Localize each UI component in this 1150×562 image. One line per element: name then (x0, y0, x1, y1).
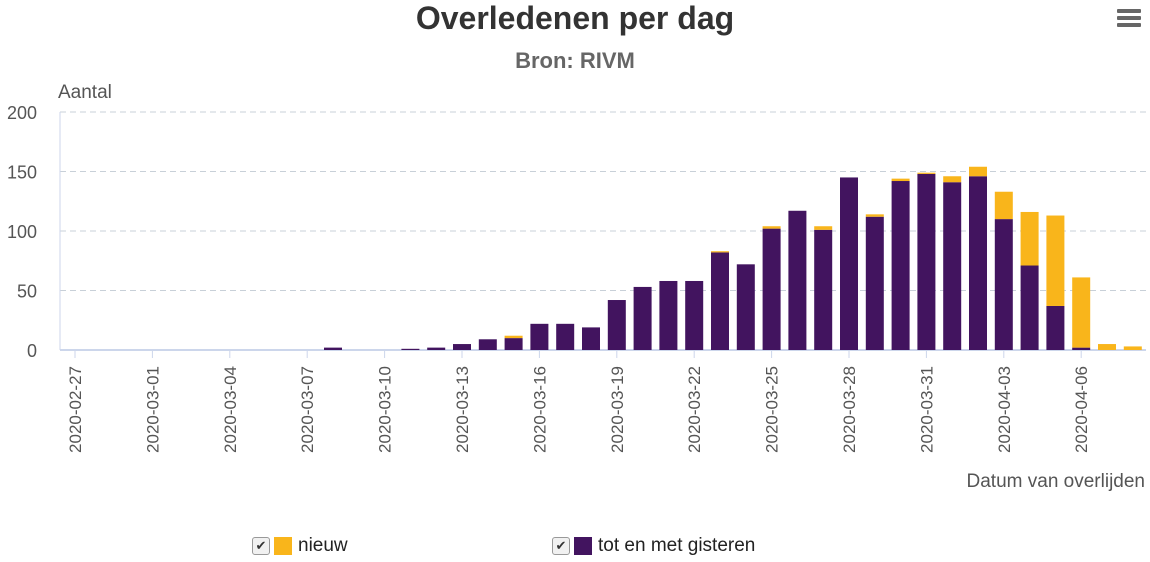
chart-title: Overledenen per dag (415, 0, 735, 36)
bar-tot-en-met-gisteren (917, 173, 936, 350)
bar-tot-en-met-gisteren (607, 300, 626, 350)
bar-nieuw (891, 178, 910, 182)
bar-nieuw (1098, 344, 1116, 350)
y-tick-label: 150 (7, 163, 37, 183)
bar-nieuw (969, 166, 987, 177)
bar-tot-en-met-gisteren (504, 338, 523, 350)
x-tick-label: 2020-03-16 (530, 366, 549, 453)
bar-tot-en-met-gisteren (736, 264, 755, 350)
y-tick-label: 200 (7, 103, 37, 123)
x-tick-label: 2020-02-27 (66, 366, 85, 453)
bar-tot-en-met-gisteren (633, 286, 652, 350)
bar-tot-en-met-gisteren (1020, 265, 1039, 350)
legend-label-tot-en-met-gisteren: tot en met gisteren (598, 535, 756, 556)
legend-label-nieuw: nieuw (298, 535, 348, 556)
bar-tot-en-met-gisteren (582, 327, 600, 350)
bar-tot-en-met-gisteren (556, 323, 575, 350)
bar-tot-en-met-gisteren (891, 181, 910, 350)
bar-tot-en-met-gisteren (814, 229, 833, 350)
legend-swatch-nieuw (274, 537, 292, 555)
bar-nieuw (1020, 211, 1039, 266)
bar-nieuw (504, 335, 523, 339)
x-tick-label: 2020-04-03 (995, 366, 1014, 453)
bar-tot-en-met-gisteren (711, 252, 729, 350)
bar-tot-en-met-gisteren (478, 339, 497, 350)
bar-tot-en-met-gisteren (530, 323, 549, 350)
x-tick-label: 2020-03-04 (221, 366, 240, 453)
bar-nieuw (943, 176, 962, 183)
x-tick-label: 2020-03-28 (840, 366, 859, 453)
y-axis-label: Aantal (58, 82, 112, 103)
x-tick-label: 2020-03-31 (917, 366, 936, 453)
chart-subtitle: Bron: RIVM (515, 48, 635, 73)
bar-tot-en-met-gisteren (994, 219, 1013, 350)
x-tick-label: 2020-03-19 (608, 366, 627, 453)
bar-nieuw (711, 251, 729, 253)
bar-nieuw (1072, 277, 1091, 348)
y-tick-label: 0 (27, 341, 37, 361)
bar-nieuw (917, 172, 936, 174)
legend-swatch-tot-en-met-gisteren (574, 537, 592, 555)
bar-nieuw (865, 214, 884, 217)
bar-tot-en-met-gisteren (1046, 305, 1065, 350)
bar-nieuw (814, 226, 833, 230)
x-tick-label: 2020-03-07 (298, 366, 317, 453)
x-tick-label: 2020-03-22 (685, 366, 704, 453)
x-tick-label: 2020-04-06 (1072, 366, 1091, 453)
bar-tot-en-met-gisteren (865, 216, 884, 350)
bar-tot-en-met-gisteren (427, 347, 446, 350)
bar-tot-en-met-gisteren (788, 210, 807, 350)
x-tick-label: 2020-03-10 (376, 366, 395, 453)
y-tick-label: 50 (17, 282, 37, 302)
bar-tot-en-met-gisteren (1072, 347, 1091, 350)
bar-tot-en-met-gisteren (762, 228, 781, 350)
bar-nieuw (762, 226, 781, 229)
bar-tot-en-met-gisteren (685, 280, 704, 350)
legend-checkbox-tot-en-met-gisteren[interactable]: ✔ (552, 537, 570, 555)
bar-tot-en-met-gisteren (401, 348, 420, 350)
x-tick-label: 2020-03-13 (453, 366, 472, 453)
legend-checkbox-nieuw[interactable]: ✔ (252, 537, 270, 555)
bar-nieuw (1046, 215, 1065, 306)
legend-item-nieuw[interactable]: ✔ nieuw (252, 533, 348, 559)
x-tick-label: 2020-03-25 (763, 366, 782, 453)
bar-nieuw (994, 191, 1013, 220)
bar-tot-en-met-gisteren (969, 176, 987, 350)
y-tick-label: 100 (7, 222, 37, 242)
hamburger-menu-icon[interactable] (1114, 6, 1144, 32)
x-tick-label: 2020-03-01 (143, 366, 162, 453)
bar-nieuw (1123, 346, 1142, 350)
bar-tot-en-met-gisteren (659, 280, 678, 350)
legend-item-tot-en-met-gisteren[interactable]: ✔ tot en met gisteren (552, 533, 755, 559)
bar-tot-en-met-gisteren (453, 344, 471, 350)
bar-tot-en-met-gisteren (943, 182, 962, 350)
x-axis-label: Datum van overlijden (967, 471, 1145, 492)
bar-tot-en-met-gisteren (840, 177, 858, 350)
bar-tot-en-met-gisteren (324, 347, 342, 350)
